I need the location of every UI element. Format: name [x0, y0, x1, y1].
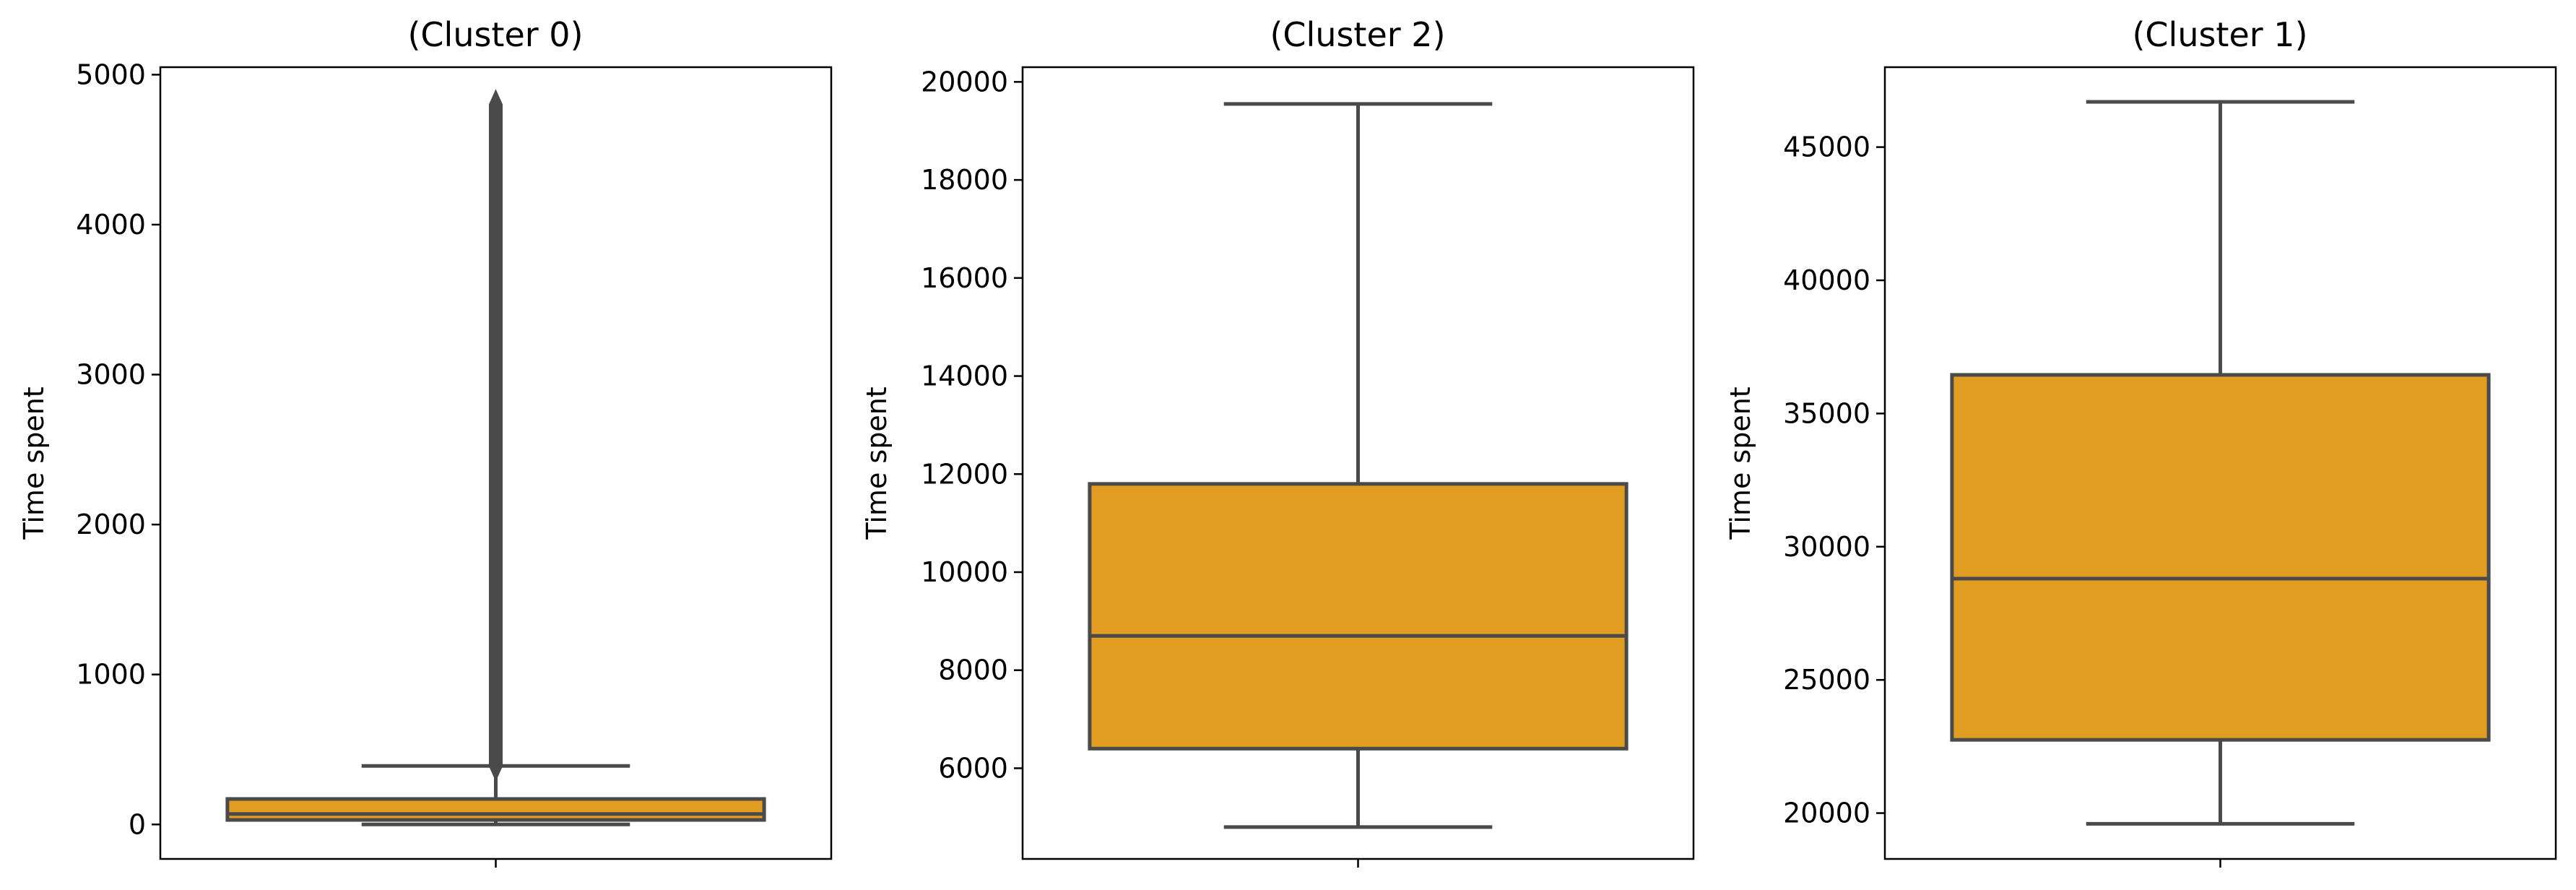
y-ticks: 20000 25000 30000 35000 40000 45000 — [1783, 131, 2221, 868]
iqr-box — [225, 797, 766, 822]
box-marks — [225, 89, 766, 826]
y-tick-label: 18000 — [921, 164, 1008, 196]
y-tick-label: 14000 — [921, 360, 1008, 392]
y-ticks: 0 1000 2000 3000 4000 5000 — [76, 59, 497, 868]
y-tick-label: 40000 — [1783, 264, 1870, 296]
y-tick-label: 3000 — [76, 359, 146, 391]
box-marks — [1088, 102, 1629, 829]
y-axis-label: Time spent — [18, 386, 50, 540]
y-tick-label: 0 — [129, 808, 146, 840]
outlier-band — [489, 104, 503, 767]
y-tick-label: 8000 — [938, 654, 1008, 686]
y-tick-label: 16000 — [921, 262, 1008, 294]
y-tick-label: 12000 — [921, 458, 1008, 490]
panel-cluster-1: (Cluster 1) Time spent 20000 25000 30000 35… — [1725, 15, 2557, 868]
y-tick-label: 4000 — [76, 209, 146, 241]
y-tick-label: 10000 — [921, 556, 1008, 588]
outlier-point — [488, 766, 503, 782]
outlier-point — [488, 89, 503, 105]
outlier-points — [488, 89, 503, 782]
y-tick-label: 6000 — [938, 752, 1008, 784]
y-tick-label: 20000 — [921, 66, 1008, 98]
y-tick-label: 5000 — [76, 59, 146, 90]
chart-title: (Cluster 2) — [1270, 15, 1445, 54]
panel-cluster-2: (Cluster 2) Time spent 6000 8000 10000 1200… — [861, 15, 1695, 868]
y-tick-label: 1000 — [76, 659, 146, 691]
y-ticks: 6000 8000 10000 12000 14000 16000 18000 20000 — [921, 66, 1359, 868]
iqr-box — [1950, 373, 2491, 742]
chart-title: (Cluster 1) — [2132, 15, 2307, 54]
y-tick-label: 30000 — [1783, 531, 1870, 563]
box-marks — [1950, 100, 2491, 826]
y-axis-label: Time spent — [1725, 386, 1756, 540]
y-tick-label: 45000 — [1783, 131, 1870, 163]
iqr-box — [1088, 482, 1629, 751]
y-axis-label: Time spent — [861, 386, 893, 540]
y-tick-label: 20000 — [1783, 798, 1870, 829]
y-tick-label: 35000 — [1783, 397, 1870, 429]
y-tick-label: 25000 — [1783, 664, 1870, 696]
chart-title: (Cluster 0) — [407, 15, 583, 54]
panel-cluster-0: (Cluster 0) Time spent 0 1000 2000 3000 4000… — [18, 15, 833, 868]
y-tick-label: 2000 — [76, 509, 146, 540]
